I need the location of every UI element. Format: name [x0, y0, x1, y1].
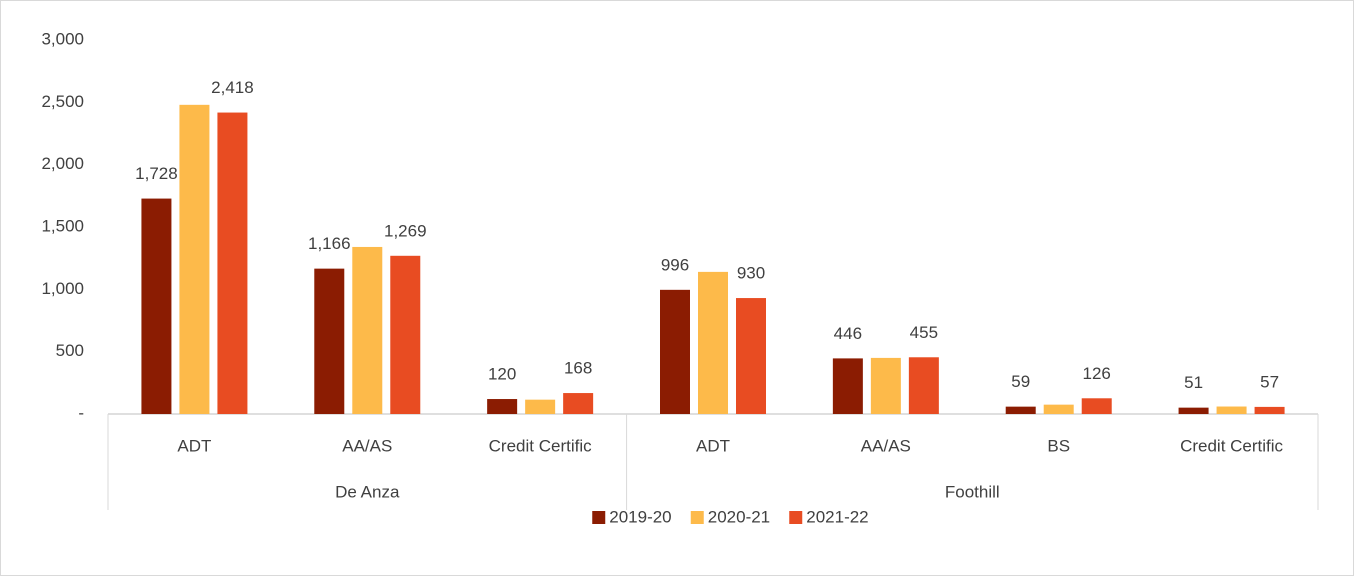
bar [870, 357, 901, 414]
bar [736, 298, 766, 414]
legend-label: 2021-22 [806, 507, 868, 526]
y-tick-label: 1,000 [41, 279, 84, 298]
legend-label: 2019-20 [609, 507, 671, 526]
bar [141, 198, 172, 414]
legend-label: 2020-21 [708, 507, 770, 526]
data-label: 2,418 [211, 78, 254, 97]
x-tick-label: BS [1047, 436, 1070, 455]
bar [908, 357, 939, 414]
group-label: De Anza [335, 482, 400, 501]
y-tick-label: 2,000 [41, 154, 84, 173]
x-tick-label: ADT [696, 436, 730, 455]
data-label: 455 [910, 323, 938, 342]
data-label: 996 [661, 255, 689, 274]
bar [1178, 407, 1209, 414]
y-tick-label: - [78, 403, 84, 422]
bar [1043, 404, 1074, 414]
bar [1005, 406, 1036, 414]
bar [1216, 406, 1247, 414]
y-tick-label: 3,000 [41, 29, 84, 48]
bar [314, 268, 345, 414]
data-label: 1,728 [135, 164, 178, 183]
bar [1081, 398, 1112, 414]
data-label: 126 [1083, 364, 1111, 383]
data-label: 168 [564, 359, 592, 378]
x-tick-label: Credit Certific [1180, 436, 1283, 455]
data-label: 51 [1184, 373, 1203, 392]
y-tick-label: 500 [56, 341, 84, 360]
legend-swatch [789, 511, 803, 524]
y-tick-label: 1,500 [41, 216, 84, 235]
data-label: 1,166 [308, 234, 351, 253]
data-label: 930 [737, 264, 765, 283]
bar [1254, 406, 1285, 414]
bar [352, 246, 383, 414]
bar [217, 112, 248, 414]
data-label: 446 [834, 324, 862, 343]
x-tick-label: AA/AS [861, 436, 911, 455]
bar [660, 289, 690, 414]
data-label: 57 [1260, 372, 1279, 391]
bar [179, 104, 210, 415]
bar [832, 358, 863, 414]
x-tick-label: ADT [177, 436, 211, 455]
legend-swatch [690, 511, 704, 524]
data-label: 59 [1011, 372, 1030, 391]
data-label: 1,269 [384, 221, 427, 240]
x-tick-label: Credit Certific [489, 436, 592, 455]
bar [390, 255, 421, 414]
data-label: 120 [488, 365, 516, 384]
bar [698, 271, 728, 414]
bar [525, 399, 556, 414]
group-label: Foothill [945, 482, 1000, 501]
bar [487, 399, 518, 414]
x-tick-label: AA/AS [342, 436, 392, 455]
y-tick-label: 2,500 [41, 92, 84, 111]
legend-swatch [592, 511, 606, 524]
bar [563, 393, 594, 414]
